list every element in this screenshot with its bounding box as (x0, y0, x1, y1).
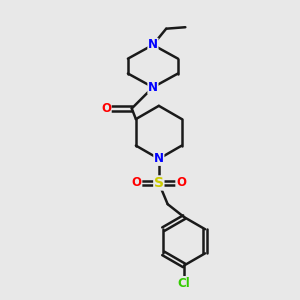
Text: O: O (101, 102, 111, 115)
Text: O: O (176, 176, 186, 190)
Text: O: O (132, 176, 142, 190)
Text: Cl: Cl (178, 277, 190, 290)
Text: N: N (148, 81, 158, 94)
Text: S: S (154, 176, 164, 190)
Text: N: N (148, 38, 158, 51)
Text: N: N (154, 152, 164, 165)
